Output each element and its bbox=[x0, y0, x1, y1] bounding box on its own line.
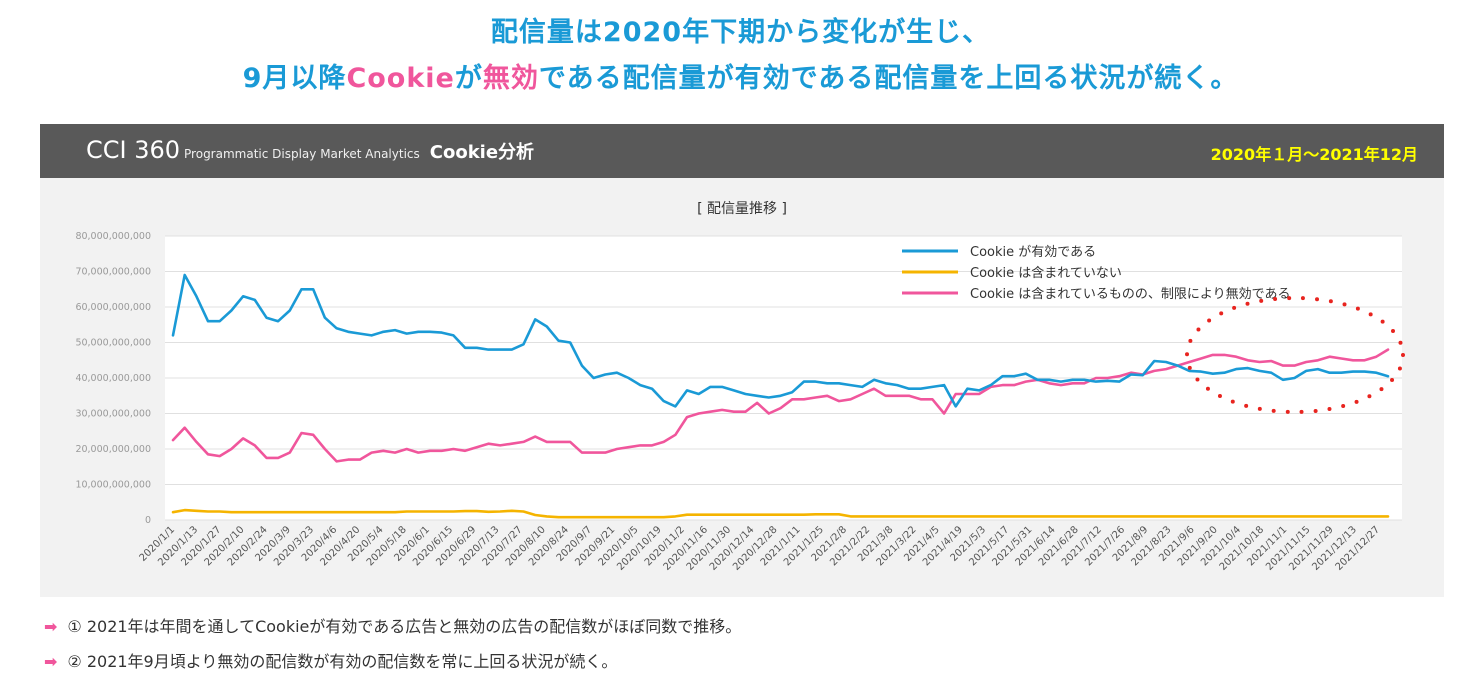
arrow-right-icon: ➡ bbox=[44, 617, 58, 636]
series-line bbox=[171, 508, 1390, 519]
headline-cookie-highlight: Cookie bbox=[346, 63, 455, 94]
note-1: ➡ ① 2021年は年間を通してCookieが有効である広告と無効の広告の配信数が… bbox=[44, 613, 741, 637]
y-tick-label: 80,000,000,000 bbox=[75, 231, 151, 242]
brand: CCI 360 Programmatic Display Market Analy… bbox=[86, 136, 534, 164]
headline-invalid-highlight: 無効 bbox=[482, 63, 539, 94]
period-label: 2020年１月～2021年12月 bbox=[1210, 145, 1418, 164]
chart-panel: CCI 360 Programmatic Display Market Analy… bbox=[40, 124, 1444, 597]
y-tick-label: 40,000,000,000 bbox=[75, 373, 151, 384]
note-1-text: ① 2021年は年間を通してCookieが有効である広告と無効の広告の配信数がほ… bbox=[67, 617, 742, 636]
series-line bbox=[171, 348, 1390, 463]
brand-report-name: Cookie分析 bbox=[429, 142, 535, 163]
headline-ga: が bbox=[454, 63, 483, 94]
headline-line2-pre: 9月以降 bbox=[242, 63, 347, 94]
note-2: ➡ ② 2021年9月頃より無効の配信数が有効の配信数を常に上回る状況が続く。 bbox=[44, 648, 617, 672]
y-tick-label: 50,000,000,000 bbox=[75, 338, 151, 349]
brand-main: CCI 360 bbox=[86, 136, 181, 164]
y-tick-label: 10,000,000,000 bbox=[75, 480, 151, 491]
plot-area: [ 配信量推移 ] 0 10,000,000,000 20,000,000,000 3… bbox=[40, 178, 1444, 597]
y-tick-label: 60,000,000,000 bbox=[75, 302, 151, 313]
highlight-ellipse bbox=[1185, 296, 1405, 414]
line-chart: 0 10,000,000,000 20,000,000,000 30,000,000,… bbox=[75, 231, 1405, 573]
brand-subtitle: Programmatic Display Market Analytics bbox=[184, 147, 420, 161]
note-2-text: ② 2021年9月頃より無効の配信数が有効の配信数を常に上回る状況が続く。 bbox=[67, 652, 618, 671]
headline-line2-post: である配信量が有効である配信量を上回る状況が続く。 bbox=[538, 63, 1239, 94]
y-tick-label: 20,000,000,000 bbox=[75, 444, 151, 455]
chart-title: [ 配信量推移 ] bbox=[697, 201, 787, 217]
panel-header: CCI 360 Programmatic Display Market Analy… bbox=[40, 124, 1444, 178]
y-tick-label: 0 bbox=[145, 515, 151, 526]
arrow-right-icon: ➡ bbox=[44, 652, 58, 671]
y-tick-label: 70,000,000,000 bbox=[75, 267, 151, 278]
headline-line-1: 配信量は2020年下期から変化が生じ、 bbox=[490, 17, 991, 48]
y-tick-label: 30,000,000,000 bbox=[75, 409, 151, 420]
series-line bbox=[171, 273, 1390, 408]
legend-label: Cookie は含まれていない bbox=[970, 265, 1122, 281]
legend-label: Cookie は含まれているものの、制限により無効である bbox=[970, 286, 1290, 302]
legend-label: Cookie が有効である bbox=[970, 245, 1096, 260]
headline-line-2: 9月以降Cookieが無効である配信量が有効である配信量を上回る状況が続く。 bbox=[0, 56, 1481, 95]
